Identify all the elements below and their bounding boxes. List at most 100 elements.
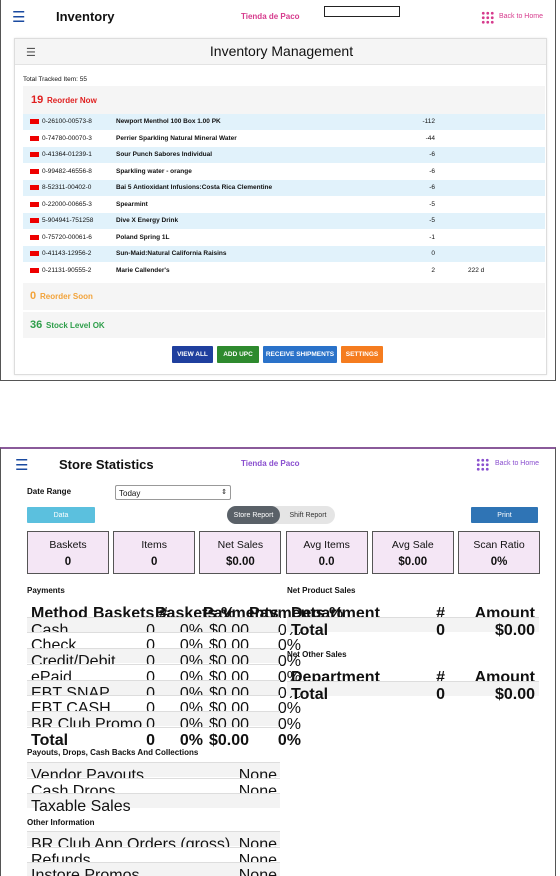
collapse-menu-icon[interactable]: ☰	[26, 47, 36, 59]
stat-label: Avg Items	[303, 539, 350, 551]
table-row: Taxable Sales	[27, 793, 280, 815]
item-name: Poland Spring 1L	[116, 233, 170, 241]
store-name: Tienda de Paco	[241, 12, 300, 21]
inventory-row[interactable]: 0-74780-00070-3 Perrier Sparkling Natural…	[23, 130, 545, 147]
other-info-title: Other Information	[27, 818, 95, 827]
table-cell: Total	[31, 731, 69, 749]
table-cell: 0	[146, 715, 155, 733]
back-to-home-link[interactable]: Back to Home	[495, 460, 539, 467]
table-row: ePaid 0 0% $0.00 0%	[27, 663, 301, 686]
inventory-row[interactable]: 8-52311-00402-0 Bai 5 Antioxidant Infusio…	[23, 180, 545, 196]
grid-icon[interactable]	[476, 458, 489, 471]
data-button[interactable]: Data	[27, 507, 95, 523]
table-cell: 0%	[277, 637, 301, 655]
print-button[interactable]: Print	[471, 507, 538, 523]
stat-value: 0%	[490, 556, 508, 568]
qty-cell: 2	[431, 266, 435, 274]
table-cell: 0%	[277, 731, 301, 749]
add-upc-button[interactable]: ADD UPC	[217, 346, 259, 363]
shift-report-tab[interactable]: Shift Report	[289, 511, 327, 519]
flag-icon	[30, 135, 39, 141]
receive-shipments-button[interactable]: RECEIVE SHIPMENTS	[263, 346, 337, 363]
table-row: Total 0 $0.00	[287, 616, 539, 639]
table-row: Refunds None	[27, 846, 280, 869]
store-name: Tienda de Paco	[241, 459, 300, 468]
stat-label: Avg Sale	[391, 539, 434, 551]
date-range-label: Date Range	[27, 487, 72, 496]
reorder-soon-section[interactable]: 0 Reorder Soon	[23, 283, 545, 310]
view-all-button[interactable]: VIEW ALL	[172, 346, 213, 363]
table-cell: 0	[146, 684, 155, 702]
menu-icon[interactable]: ☰	[12, 9, 26, 26]
table-header: Department # Amount	[287, 665, 539, 686]
qty-cell: -6	[429, 184, 435, 191]
stat-value: 0	[64, 556, 72, 568]
table-cell: 0%	[277, 715, 301, 733]
item-name: Perrier Sparkling Natural Mineral Water	[116, 134, 237, 142]
settings-button[interactable]: SETTINGS	[341, 346, 383, 363]
search-input[interactable]	[324, 6, 400, 17]
stat-value: $0.00	[226, 556, 255, 568]
upc-cell: 0-75720-00061-6	[42, 233, 92, 241]
table-cell: 0%	[277, 653, 301, 671]
stat-card: Items 0	[113, 531, 196, 574]
stat-value: 0.0	[318, 556, 335, 568]
inventory-row[interactable]: 5-904941-751258 Dive X Energy Drink -5	[23, 213, 545, 229]
item-name: Sparkling water - orange	[116, 167, 192, 175]
stat-card: Scan Ratio 0%	[458, 531, 540, 574]
item-name: Sun-Maid:Natural California Raisins	[116, 250, 227, 257]
table-cell: 0	[146, 653, 155, 671]
flag-icon	[30, 152, 39, 157]
stat-card: Baskets 0	[27, 531, 109, 574]
stat-value: 0	[150, 556, 158, 568]
menu-icon[interactable]: ☰	[15, 457, 29, 474]
table-cell: Instore Promos	[31, 867, 140, 876]
inventory-row[interactable]: 0-26100-00573-8 Newport Menthol 100 Box 1…	[23, 114, 545, 130]
stat-card: Avg Items 0.0	[285, 531, 368, 574]
inventory-row[interactable]: 0-75720-00061-6 Poland Spring 1L -1	[23, 229, 545, 246]
inventory-row[interactable]: 0-99482-46556-8 Sparkling water - orange -…	[23, 163, 545, 180]
page-title: Store Statistics	[59, 457, 154, 472]
table-cell: 0	[146, 700, 155, 718]
upc-cell: 0-21131-90555-2	[42, 266, 92, 274]
qty-cell: -112	[422, 118, 435, 125]
store-report-tab[interactable]: Store Report	[227, 506, 280, 524]
stock-ok-section[interactable]: 36 Stock Level OK	[23, 312, 545, 338]
date-range-select[interactable]: Today ⇕	[115, 485, 231, 500]
stat-value: $0.00	[398, 556, 428, 568]
upc-cell: 5-904941-751258	[42, 217, 94, 224]
inventory-row[interactable]: 0-22000-00665-3 Spearmint -5	[23, 196, 545, 213]
qty-cell: -44	[425, 134, 435, 142]
table-row: Check 0 0% $0.00 0%	[27, 632, 301, 654]
column-header: #	[436, 605, 445, 622]
item-name: Sour Punch Sabores Individual	[116, 151, 213, 158]
item-name: Spearmint	[116, 200, 148, 208]
flag-icon	[30, 119, 39, 124]
table-cell: None	[238, 867, 277, 876]
table-cell: Taxable Sales	[31, 798, 131, 815]
table-cell: 0%	[277, 700, 301, 718]
card-title: Inventory Management	[209, 43, 354, 59]
stat-label: Scan Ratio	[473, 539, 525, 551]
table-cell: 0	[436, 621, 445, 639]
payments-title: Payments	[27, 586, 65, 595]
table-cell: $0.00	[494, 685, 535, 703]
table-row: EBT CASH 0 0% $0.00 0%	[27, 695, 301, 717]
grid-icon[interactable]	[481, 11, 494, 24]
inventory-row[interactable]: 0-21131-90555-2 Marie Callender's 2 222 d	[23, 262, 545, 279]
back-to-home-link[interactable]: Back to Home	[499, 13, 543, 20]
upc-cell: 0-41364-01239-1	[42, 151, 92, 158]
inventory-row[interactable]: 0-41143-12956-2 Sun-Maid:Natural Californ…	[23, 246, 545, 262]
table-row: Total 0 $0.00	[287, 680, 539, 703]
flag-icon	[30, 201, 39, 207]
qty-cell: -5	[429, 200, 435, 208]
qty-cell: -5	[429, 217, 435, 224]
upc-cell: 8-52311-00402-0	[42, 184, 92, 191]
inventory-row[interactable]: 0-41364-01239-1 Sour Punch Sabores Indivi…	[23, 147, 545, 163]
reorder-now-section[interactable]: 19 Reorder Now	[23, 86, 545, 114]
page-title: Inventory	[56, 9, 115, 24]
stat-label: Items	[141, 539, 168, 551]
table-row: Vendor Payouts None	[27, 762, 280, 784]
